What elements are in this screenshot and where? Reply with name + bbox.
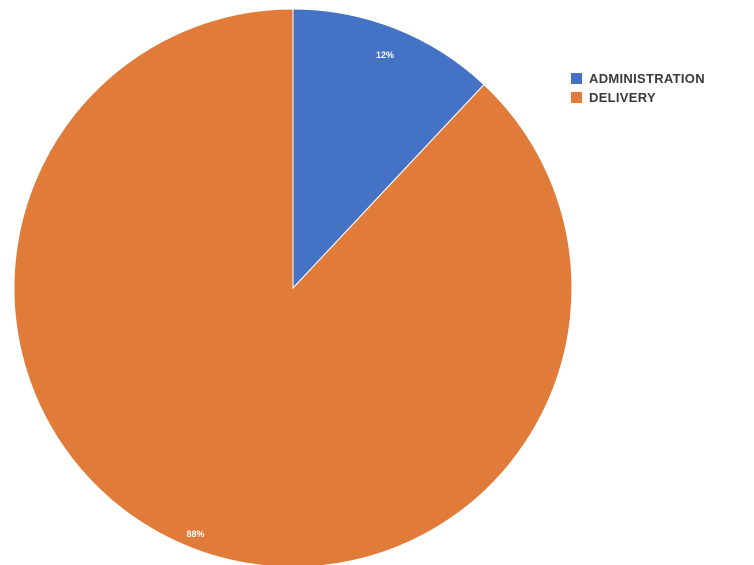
legend-label-delivery: DELIVERY <box>589 90 656 105</box>
pie-slice-delivery <box>13 8 573 565</box>
legend-item-delivery: DELIVERY <box>571 89 705 106</box>
pie-slice-administration <box>292 8 485 290</box>
legend: ADMINISTRATION DELIVERY <box>571 70 705 108</box>
legend-item-administration: ADMINISTRATION <box>571 70 705 87</box>
legend-swatch-delivery <box>571 92 582 103</box>
legend-label-administration: ADMINISTRATION <box>589 71 705 86</box>
data-label-administration: 12% <box>376 50 394 60</box>
legend-swatch-administration <box>571 73 582 84</box>
data-label-delivery: 88% <box>186 529 204 539</box>
